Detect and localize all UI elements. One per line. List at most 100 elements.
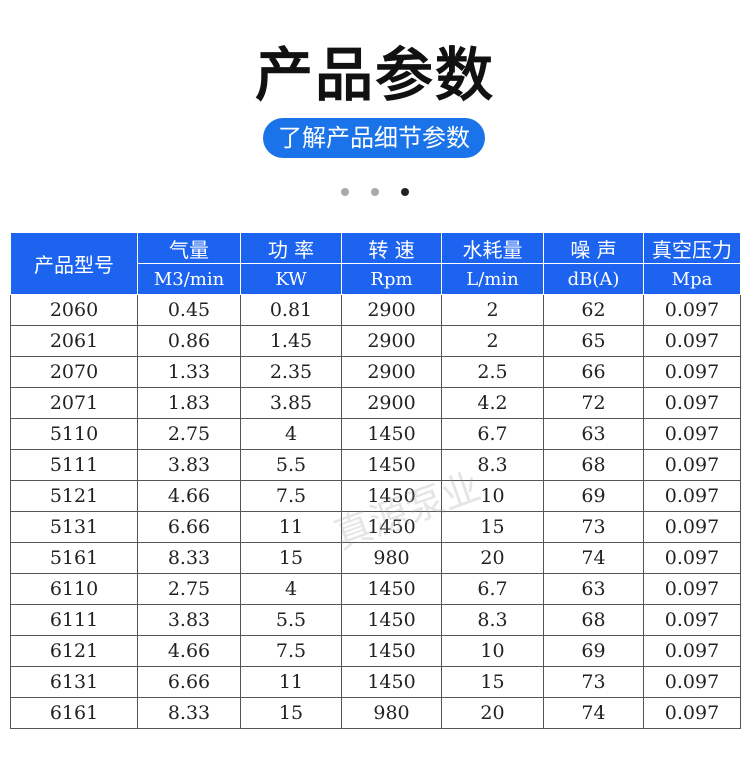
table-cell: 0.097 <box>643 542 741 574</box>
table-cell: 6.66 <box>137 666 241 698</box>
table-cell: 980 <box>341 697 442 729</box>
table-cell: 8.33 <box>137 542 241 574</box>
table-cell: 5.5 <box>240 449 342 481</box>
table-row: 5161 8.33 15 980 20 74 0.097 <box>10 542 741 574</box>
table-cell: 3.83 <box>137 604 241 636</box>
table-cell: 1450 <box>341 449 442 481</box>
table-cell: 6.7 <box>441 573 544 605</box>
product-details-button[interactable]: 了解产品细节参数 <box>263 118 485 158</box>
header-model: 产品型号 <box>10 232 138 295</box>
carousel-indicator <box>341 188 409 196</box>
table-row: 2070 1.33 2.35 2900 2.5 66 0.097 <box>10 356 741 388</box>
table-cell: 2.75 <box>137 418 241 450</box>
table-cell: 68 <box>543 449 644 481</box>
table-cell: 1450 <box>341 511 442 543</box>
table-cell: 6121 <box>10 635 138 667</box>
table-cell: 2900 <box>341 387 442 419</box>
table-cell: 1.45 <box>240 325 342 357</box>
table-row: 5111 3.83 5.5 1450 8.3 68 0.097 <box>10 449 741 481</box>
table-cell: 20 <box>441 697 544 729</box>
table-cell: 5131 <box>10 511 138 543</box>
carousel-dot-2[interactable] <box>371 188 379 196</box>
table-cell: 5121 <box>10 480 138 512</box>
table-cell: 2 <box>441 325 544 357</box>
header-unit-0: M3/min <box>137 263 241 295</box>
table-cell: 980 <box>341 542 442 574</box>
table-cell: 0.097 <box>643 449 741 481</box>
table-cell: 11 <box>240 511 342 543</box>
table-cell: 2900 <box>341 325 442 357</box>
table-cell: 1450 <box>341 418 442 450</box>
table-cell: 0.097 <box>643 635 741 667</box>
spec-table: 产品型号 气量功 率转 速水耗量噪 声真空压力 M3/min KW Rpm L/min d… <box>10 232 741 729</box>
table-cell: 74 <box>543 542 644 574</box>
table-cell: 63 <box>543 573 644 605</box>
table-cell: 68 <box>543 604 644 636</box>
table-cell: 4.66 <box>137 635 241 667</box>
table-cell: 2 <box>441 294 544 326</box>
table-cell: 0.097 <box>643 418 741 450</box>
table-cell: 2.75 <box>137 573 241 605</box>
table-cell: 11 <box>240 666 342 698</box>
table-cell: 15 <box>240 542 342 574</box>
table-row: 6110 2.75 4 1450 6.7 63 0.097 <box>10 573 741 605</box>
table-cell: 73 <box>543 666 644 698</box>
table-cell: 6.66 <box>137 511 241 543</box>
table-cell: 4 <box>240 573 342 605</box>
table-cell: 6131 <box>10 666 138 698</box>
table-cell: 8.3 <box>441 449 544 481</box>
table-row: 2071 1.83 3.85 2900 4.2 72 0.097 <box>10 387 741 419</box>
table-cell: 0.097 <box>643 387 741 419</box>
header-unit-4: dB(A) <box>543 263 644 295</box>
table-cell: 5161 <box>10 542 138 574</box>
table-cell: 20 <box>441 542 544 574</box>
table-cell: 0.097 <box>643 294 741 326</box>
table-cell: 5.5 <box>240 604 342 636</box>
table-cell: 0.097 <box>643 356 741 388</box>
table-cell: 1.83 <box>137 387 241 419</box>
table-cell: 10 <box>441 635 544 667</box>
table-cell: 0.45 <box>137 294 241 326</box>
table-cell: 10 <box>441 480 544 512</box>
header-unit-1: KW <box>240 263 342 295</box>
table-cell: 0.097 <box>643 666 741 698</box>
table-cell: 2070 <box>10 356 138 388</box>
table-cell: 2900 <box>341 294 442 326</box>
table-cell: 1450 <box>341 573 442 605</box>
table-row: 6111 3.83 5.5 1450 8.3 68 0.097 <box>10 604 741 636</box>
header-5: 真空压力 <box>643 232 741 264</box>
header-2: 转 速 <box>341 232 442 264</box>
header-0: 气量 <box>137 232 241 264</box>
header-1: 功 率 <box>240 232 342 264</box>
table-cell: 74 <box>543 697 644 729</box>
table-cell: 5111 <box>10 449 138 481</box>
table-cell: 2060 <box>10 294 138 326</box>
table-cell: 2900 <box>341 356 442 388</box>
carousel-dot-3[interactable] <box>401 188 409 196</box>
table-row: 2060 0.45 0.81 2900 2 62 0.097 <box>10 294 741 326</box>
table-cell: 1450 <box>341 480 442 512</box>
table-cell: 1450 <box>341 666 442 698</box>
table-cell: 7.5 <box>240 480 342 512</box>
carousel-dot-1[interactable] <box>341 188 349 196</box>
table-cell: 0.097 <box>643 604 741 636</box>
table-cell: 0.097 <box>643 573 741 605</box>
table-cell: 1.33 <box>137 356 241 388</box>
table-cell: 0.097 <box>643 697 741 729</box>
table-cell: 62 <box>543 294 644 326</box>
table-cell: 3.85 <box>240 387 342 419</box>
table-cell: 2.35 <box>240 356 342 388</box>
table-cell: 4.2 <box>441 387 544 419</box>
header-unit-2: Rpm <box>341 263 442 295</box>
table-cell: 5110 <box>10 418 138 450</box>
table-row: 5110 2.75 4 1450 6.7 63 0.097 <box>10 418 741 450</box>
table-cell: 63 <box>543 418 644 450</box>
table-cell: 4 <box>240 418 342 450</box>
table-cell: 3.83 <box>137 449 241 481</box>
table-cell: 8.33 <box>137 697 241 729</box>
header-4: 噪 声 <box>543 232 644 264</box>
table-cell: 73 <box>543 511 644 543</box>
table-cell: 72 <box>543 387 644 419</box>
page-title: 产品参数 <box>254 41 495 109</box>
table-cell: 2071 <box>10 387 138 419</box>
